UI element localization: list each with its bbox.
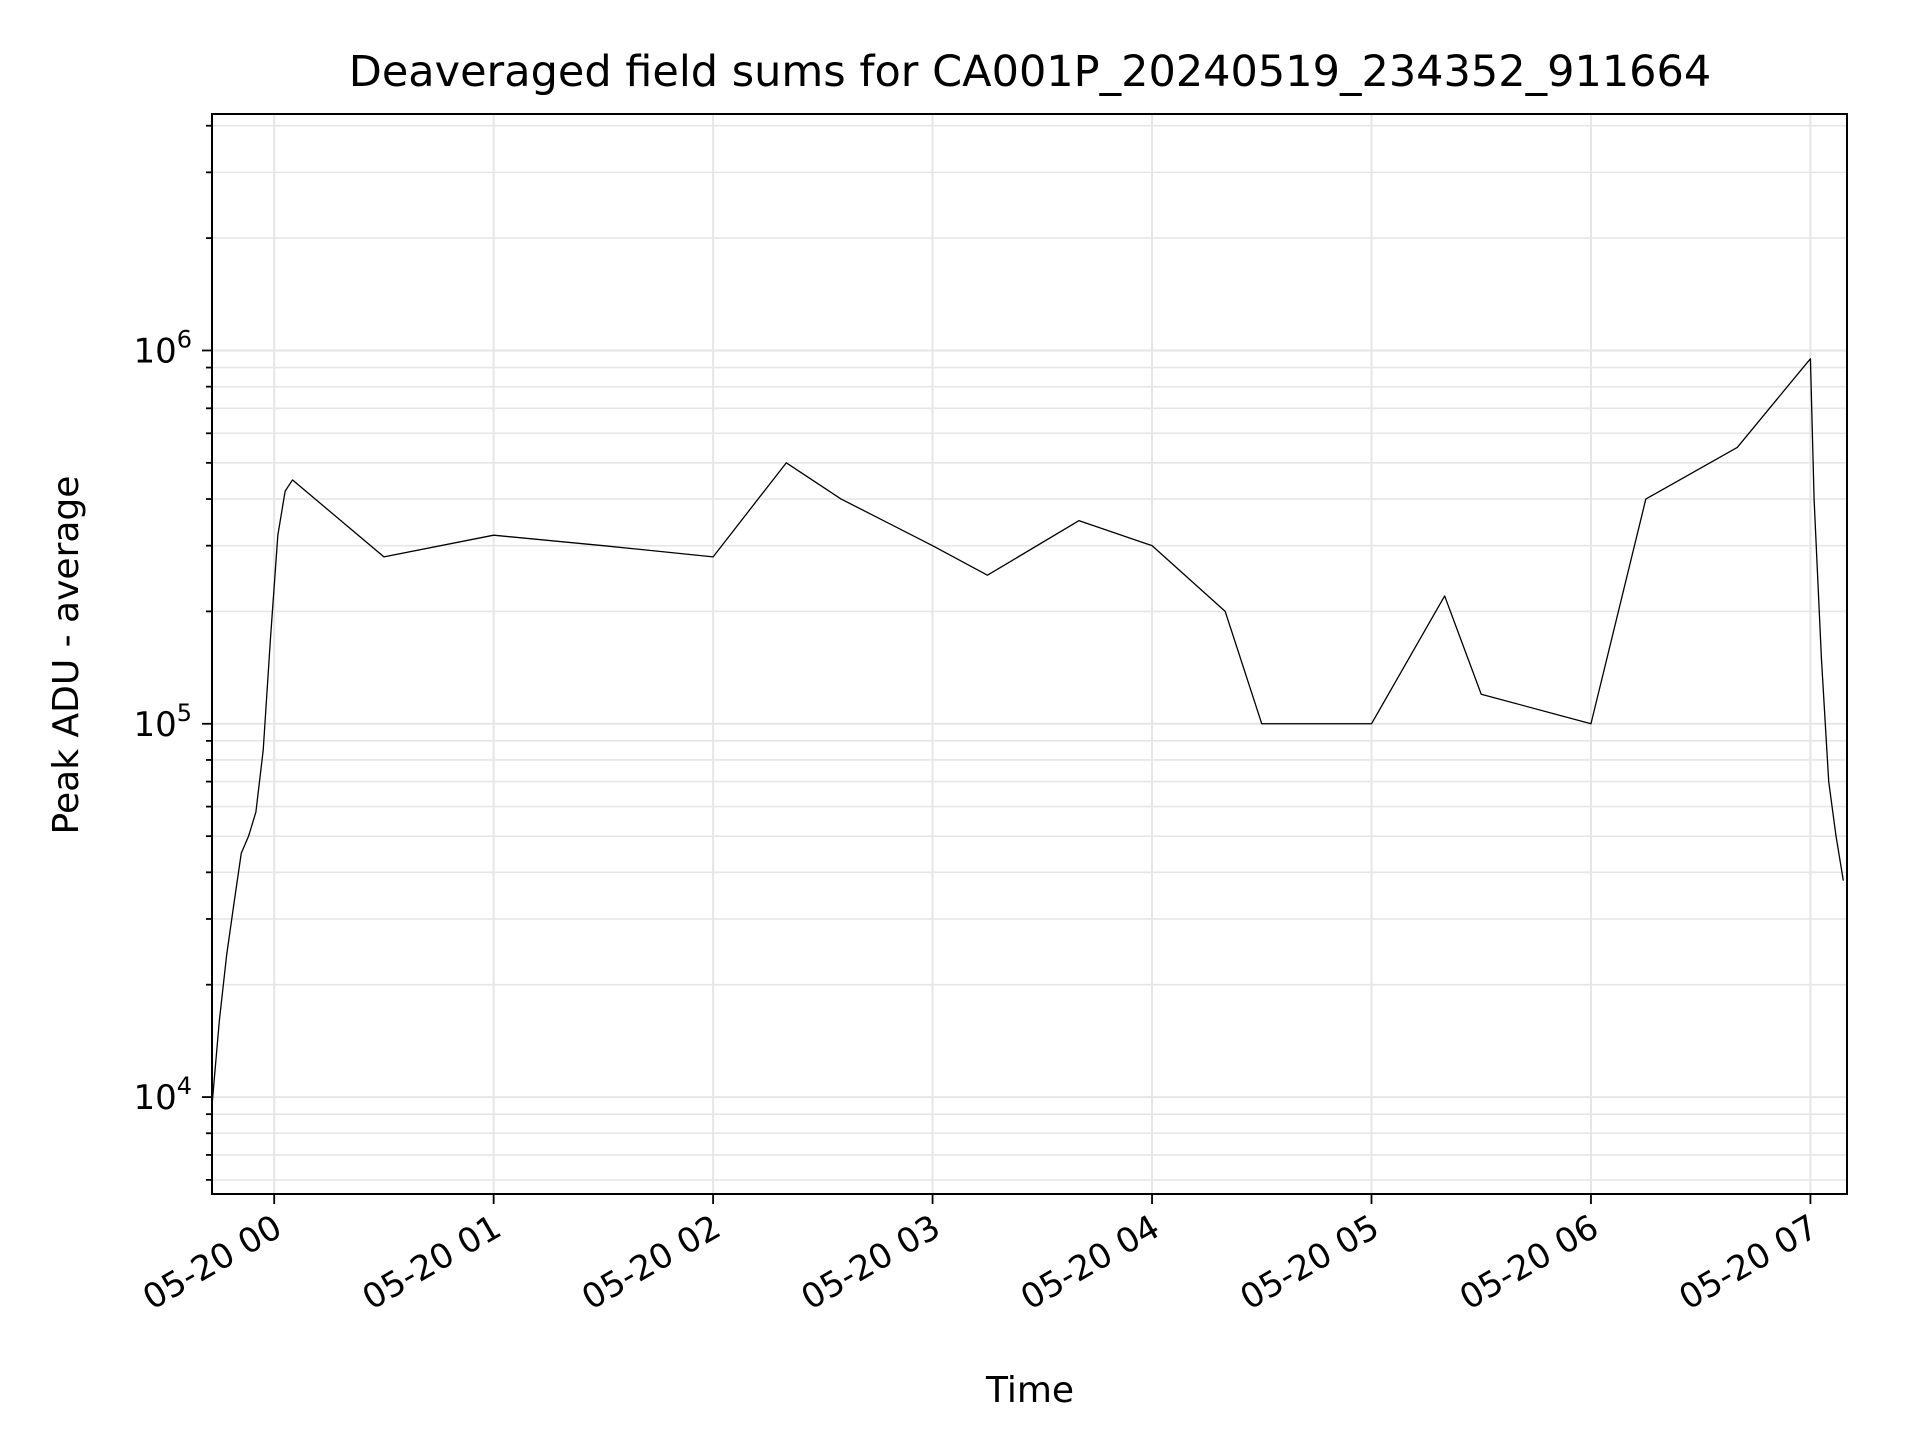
y-tick-label: 106: [133, 325, 192, 371]
chart-title: Deaveraged field sums for CA001P_2024051…: [349, 47, 1712, 97]
series-line: [211, 358, 1844, 1106]
y-axis-title: Peak ADU - average: [46, 476, 87, 835]
series-layer: [211, 358, 1844, 1106]
y-tick-label: 105: [133, 699, 192, 745]
plot-frame: [211, 113, 1848, 1195]
y-tick-label: 104: [133, 1072, 192, 1118]
grid: [212, 114, 1847, 1194]
x-axis-title: Time: [985, 1370, 1074, 1411]
y-axis: 104 105 106: [133, 124, 212, 1181]
